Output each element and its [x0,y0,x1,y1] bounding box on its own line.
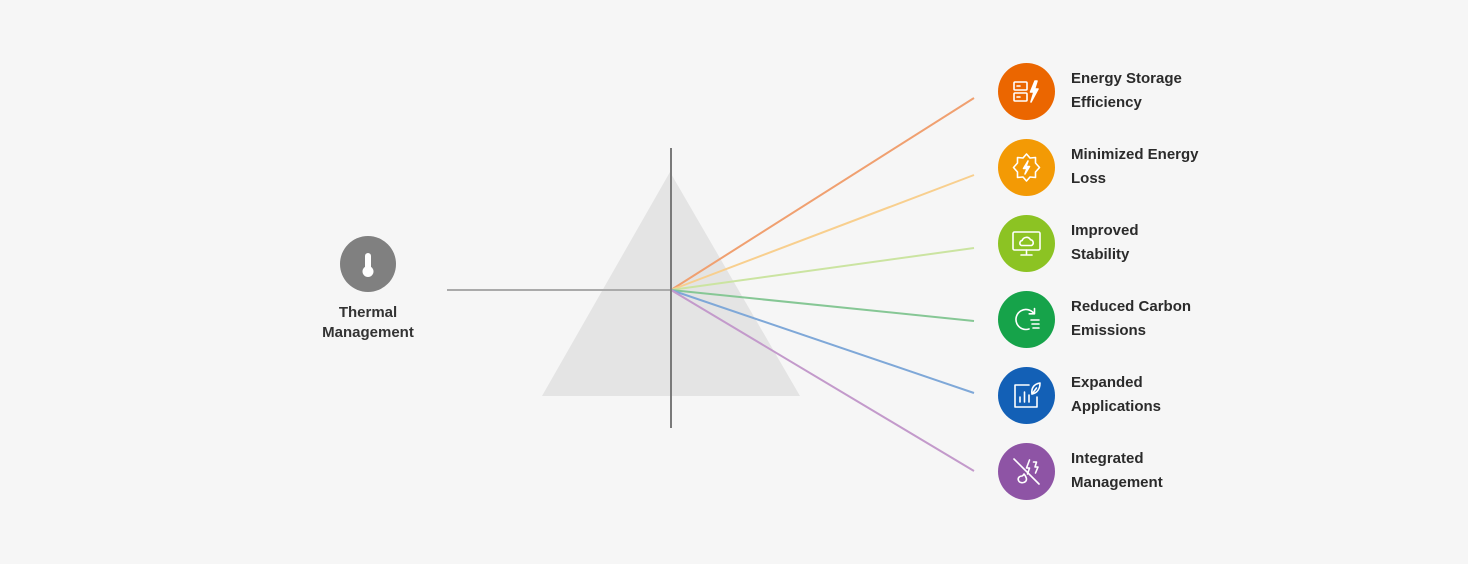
benefit-label-line1: Expanded [1071,374,1143,391]
benefit-item-carbon: Reduced Carbon Emissions [998,290,1258,348]
cloud-monitor-icon [998,214,1055,272]
benefit-label-line2: Emissions [1071,322,1147,339]
output-beam-4 [670,289,975,322]
output-beam-5 [670,289,975,394]
chart-leaf-icon [998,366,1055,424]
storage-bolt-icon [998,62,1055,120]
benefit-label: Integrated Management [1071,447,1163,495]
thermometer-icon [340,236,396,292]
output-beam-6 [670,289,975,472]
source-label-line1: Thermal [338,304,398,321]
bolt-badge-icon [998,138,1055,196]
output-beam-2 [670,174,975,291]
benefit-label-line2: Stability [1071,246,1130,263]
source-label: Thermal Management [288,303,448,343]
output-beams [670,97,975,472]
cycle-list-icon [998,290,1055,348]
benefit-label-line1: Integrated [1071,450,1144,467]
benefit-label-line2: Efficiency [1071,94,1142,111]
benefit-label-line1: Energy Storage [1071,70,1182,87]
output-beam-1 [670,97,975,291]
benefit-label-line2: Management [1071,474,1163,491]
source-label-line2: Management [322,324,414,341]
benefit-label-line1: Improved [1071,222,1139,239]
benefit-item-integrated: Integrated Management [998,442,1258,500]
benefit-label: Improved Stability [1071,219,1139,267]
benefit-label-line2: Loss [1071,170,1107,187]
benefit-item-energy-storage: Energy Storage Efficiency [998,62,1258,120]
benefit-label: Reduced Carbon Emissions [1071,295,1191,343]
benefit-label-line1: Reduced Carbon [1071,298,1192,315]
benefit-label: Expanded Applications [1071,371,1161,419]
benefit-item-energy-loss: Minimized Energy Loss [998,138,1258,196]
benefit-label: Minimized Energy Loss [1071,143,1199,191]
benefit-item-stability: Improved Stability [998,214,1258,272]
benefit-label: Energy Storage Efficiency [1071,67,1182,115]
benefit-list: Energy Storage Efficiency Minimized Ener… [998,62,1258,519]
output-beam-3 [670,247,975,291]
benefit-label-line2: Applications [1071,398,1162,415]
benefit-label-line1: Minimized Energy [1071,146,1199,163]
fire-off-icon [998,442,1055,500]
benefit-item-applications: Expanded Applications [998,366,1258,424]
